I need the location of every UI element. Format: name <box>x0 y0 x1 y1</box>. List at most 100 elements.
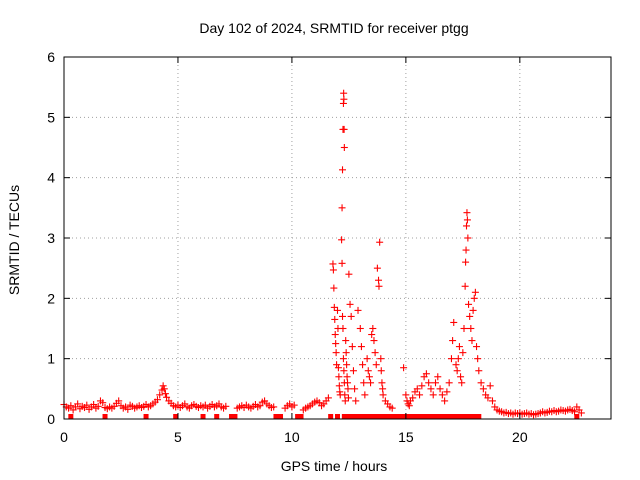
data-point <box>330 303 338 311</box>
grid <box>64 57 611 419</box>
data-point <box>159 382 167 390</box>
data-point <box>405 402 413 410</box>
zero-marker <box>278 414 284 419</box>
data-point <box>388 404 396 412</box>
data-point <box>332 349 340 357</box>
zero-marker <box>412 414 418 419</box>
data-point <box>372 361 380 369</box>
zero-marker <box>462 414 468 419</box>
data-point <box>365 373 373 381</box>
data-point <box>339 312 347 320</box>
data-point <box>457 373 465 381</box>
data-point <box>340 95 348 103</box>
data-point <box>463 216 471 224</box>
zero-marker <box>295 414 301 419</box>
data-point <box>459 349 467 357</box>
data-point <box>409 394 417 402</box>
data-point <box>339 355 347 363</box>
data-point <box>153 396 161 404</box>
data-point <box>463 222 471 230</box>
data-point <box>343 361 351 369</box>
data-point <box>466 312 474 320</box>
chart-title: Day 102 of 2024, SRMTID for receiver ptg… <box>199 20 468 36</box>
zero-marker <box>417 414 423 419</box>
data-point <box>458 379 466 387</box>
zero-marker <box>373 414 379 419</box>
zero-marker <box>273 414 279 419</box>
y-tick-label: 4 <box>47 170 55 186</box>
data-point <box>477 379 485 387</box>
data-point <box>346 300 354 308</box>
y-tick-label: 2 <box>47 290 55 306</box>
data-point <box>484 394 492 402</box>
zero-marker <box>458 414 464 419</box>
data-point <box>331 331 339 339</box>
x-axis-label: GPS time / hours <box>281 458 388 474</box>
data-point <box>488 397 496 405</box>
zero-marker <box>173 414 179 419</box>
zero-marker <box>444 414 450 419</box>
y-tick-label: 5 <box>47 109 55 125</box>
data-point <box>356 325 364 332</box>
data-point <box>413 385 421 393</box>
zero-marker <box>421 414 427 419</box>
data-point <box>343 373 351 381</box>
data-point <box>344 385 352 393</box>
data-point <box>160 385 168 393</box>
data-point <box>467 325 475 332</box>
data-point <box>475 367 483 375</box>
data-point <box>344 379 352 387</box>
data-point <box>470 294 478 302</box>
data-point <box>335 382 343 390</box>
data-series <box>60 89 585 419</box>
data-point <box>256 402 264 410</box>
data-point <box>463 209 471 217</box>
data-point <box>354 306 362 314</box>
zero-marker <box>398 414 404 419</box>
data-point <box>436 385 444 393</box>
data-point <box>379 385 387 393</box>
x-tick-label: 20 <box>512 429 528 445</box>
zero-marker <box>68 414 74 419</box>
y-axis-label: SRMTID / TECUs <box>6 185 22 295</box>
data-point <box>460 325 468 332</box>
data-point <box>342 337 350 345</box>
data-point <box>375 276 383 284</box>
tick-labels: 0 5 10 15 20 0 1 2 3 4 5 6 <box>47 49 528 445</box>
data-point <box>465 300 473 308</box>
data-point <box>348 343 356 351</box>
y-tick-label: 3 <box>47 230 55 246</box>
data-point <box>376 238 384 246</box>
data-point <box>462 246 470 254</box>
data-point <box>464 234 472 242</box>
x-tick-label: 5 <box>174 429 182 445</box>
data-point <box>461 282 469 290</box>
data-point <box>270 403 278 411</box>
data-point <box>377 367 385 375</box>
data-point <box>124 405 132 413</box>
data-point <box>290 401 298 409</box>
data-point <box>373 264 381 272</box>
data-point <box>74 400 82 408</box>
ticks <box>63 56 611 420</box>
data-point <box>422 370 430 378</box>
data-point <box>438 391 446 399</box>
data-point <box>99 399 107 407</box>
data-point <box>339 325 347 332</box>
data-point <box>156 391 164 399</box>
zero-marker <box>471 414 477 419</box>
data-point <box>416 391 424 399</box>
data-point <box>425 379 433 387</box>
zero-marker <box>102 414 108 419</box>
data-point <box>418 382 426 390</box>
data-point <box>338 204 346 212</box>
data-point <box>361 391 369 399</box>
y-tick-label: 1 <box>47 351 55 367</box>
zero-marker <box>435 414 441 419</box>
data-point <box>454 355 462 363</box>
x-tick-label: 10 <box>284 429 300 445</box>
x-tick-label: 0 <box>60 429 68 445</box>
y-tick-label: 0 <box>47 411 55 427</box>
